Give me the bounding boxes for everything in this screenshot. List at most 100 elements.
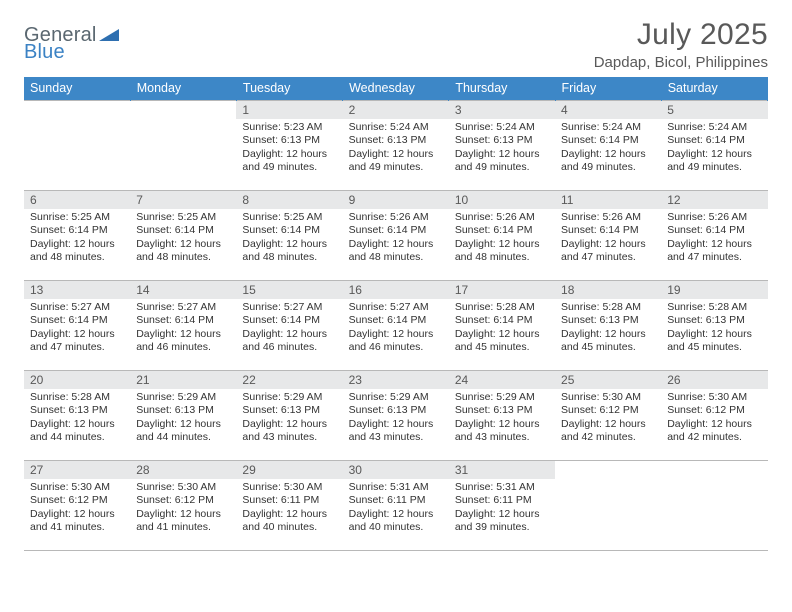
calendar-day-cell: 6Sunrise: 5:25 AMSunset: 6:14 PMDaylight… [24, 191, 130, 281]
day-number: 21 [130, 371, 236, 389]
location-text: Dapdap, Bicol, Philippines [594, 54, 768, 71]
calendar-day-cell: 15Sunrise: 5:27 AMSunset: 6:14 PMDayligh… [236, 281, 342, 371]
day-number: 14 [130, 281, 236, 299]
day-content: Sunrise: 5:25 AMSunset: 6:14 PMDaylight:… [24, 209, 130, 269]
day-number: 6 [24, 191, 130, 209]
calendar-week-row: 27Sunrise: 5:30 AMSunset: 6:12 PMDayligh… [24, 461, 768, 551]
day-content: Sunrise: 5:28 AMSunset: 6:13 PMDaylight:… [555, 299, 661, 359]
day-content: Sunrise: 5:23 AMSunset: 6:13 PMDaylight:… [236, 119, 342, 179]
calendar-day-cell: 11Sunrise: 5:26 AMSunset: 6:14 PMDayligh… [555, 191, 661, 281]
calendar-day-cell: 24Sunrise: 5:29 AMSunset: 6:13 PMDayligh… [449, 371, 555, 461]
day-content: Sunrise: 5:30 AMSunset: 6:12 PMDaylight:… [661, 389, 767, 449]
day-number: 29 [236, 461, 342, 479]
day-number: 4 [555, 101, 661, 119]
calendar-header: SundayMondayTuesdayWednesdayThursdayFrid… [24, 77, 768, 101]
calendar-day-cell: 31Sunrise: 5:31 AMSunset: 6:11 PMDayligh… [449, 461, 555, 551]
day-number: 18 [555, 281, 661, 299]
day-number: 11 [555, 191, 661, 209]
calendar-day-cell: 21Sunrise: 5:29 AMSunset: 6:13 PMDayligh… [130, 371, 236, 461]
calendar-week-row: 20Sunrise: 5:28 AMSunset: 6:13 PMDayligh… [24, 371, 768, 461]
day-number: 17 [449, 281, 555, 299]
day-number: 2 [343, 101, 449, 119]
calendar-day-cell: 29Sunrise: 5:30 AMSunset: 6:11 PMDayligh… [236, 461, 342, 551]
day-content: Sunrise: 5:26 AMSunset: 6:14 PMDaylight:… [343, 209, 449, 269]
calendar-week-row: 1Sunrise: 5:23 AMSunset: 6:13 PMDaylight… [24, 101, 768, 191]
calendar-day-cell: 5Sunrise: 5:24 AMSunset: 6:14 PMDaylight… [661, 101, 767, 191]
day-content: Sunrise: 5:29 AMSunset: 6:13 PMDaylight:… [236, 389, 342, 449]
calendar-day-cell: 22Sunrise: 5:29 AMSunset: 6:13 PMDayligh… [236, 371, 342, 461]
day-number: 9 [343, 191, 449, 209]
calendar-day-cell: 13Sunrise: 5:27 AMSunset: 6:14 PMDayligh… [24, 281, 130, 371]
weekday-header: Sunday [24, 77, 130, 101]
day-content: Sunrise: 5:29 AMSunset: 6:13 PMDaylight:… [130, 389, 236, 449]
calendar-day-cell: 9Sunrise: 5:26 AMSunset: 6:14 PMDaylight… [343, 191, 449, 281]
logo-text-block: General Blue [24, 24, 119, 64]
calendar-body: 1Sunrise: 5:23 AMSunset: 6:13 PMDaylight… [24, 101, 768, 551]
day-number: 23 [343, 371, 449, 389]
day-number: 5 [661, 101, 767, 119]
day-content: Sunrise: 5:24 AMSunset: 6:14 PMDaylight:… [661, 119, 767, 179]
day-number: 27 [24, 461, 130, 479]
calendar-day-cell: 10Sunrise: 5:26 AMSunset: 6:14 PMDayligh… [449, 191, 555, 281]
day-content: Sunrise: 5:24 AMSunset: 6:13 PMDaylight:… [449, 119, 555, 179]
calendar-day-cell: 2Sunrise: 5:24 AMSunset: 6:13 PMDaylight… [343, 101, 449, 191]
day-number: 13 [24, 281, 130, 299]
day-number: 28 [130, 461, 236, 479]
calendar-day-cell: 18Sunrise: 5:28 AMSunset: 6:13 PMDayligh… [555, 281, 661, 371]
calendar-day-cell: 8Sunrise: 5:25 AMSunset: 6:14 PMDaylight… [236, 191, 342, 281]
calendar-day-cell [555, 461, 661, 551]
day-number: 25 [555, 371, 661, 389]
month-title: July 2025 [594, 18, 768, 52]
calendar-day-cell: 26Sunrise: 5:30 AMSunset: 6:12 PMDayligh… [661, 371, 767, 461]
day-content: Sunrise: 5:30 AMSunset: 6:12 PMDaylight:… [130, 479, 236, 539]
day-content: Sunrise: 5:28 AMSunset: 6:14 PMDaylight:… [449, 299, 555, 359]
day-number: 3 [449, 101, 555, 119]
day-number: 1 [236, 101, 342, 119]
weekday-header: Monday [130, 77, 236, 101]
calendar-table: SundayMondayTuesdayWednesdayThursdayFrid… [24, 77, 768, 551]
calendar-week-row: 6Sunrise: 5:25 AMSunset: 6:14 PMDaylight… [24, 191, 768, 281]
day-number: 20 [24, 371, 130, 389]
day-content: Sunrise: 5:30 AMSunset: 6:12 PMDaylight:… [24, 479, 130, 539]
day-content: Sunrise: 5:30 AMSunset: 6:11 PMDaylight:… [236, 479, 342, 539]
weekday-header: Tuesday [236, 77, 342, 101]
calendar-day-cell [24, 101, 130, 191]
day-number: 24 [449, 371, 555, 389]
calendar-day-cell: 27Sunrise: 5:30 AMSunset: 6:12 PMDayligh… [24, 461, 130, 551]
calendar-day-cell: 25Sunrise: 5:30 AMSunset: 6:12 PMDayligh… [555, 371, 661, 461]
day-number: 19 [661, 281, 767, 299]
calendar-day-cell: 4Sunrise: 5:24 AMSunset: 6:14 PMDaylight… [555, 101, 661, 191]
day-content: Sunrise: 5:25 AMSunset: 6:14 PMDaylight:… [130, 209, 236, 269]
day-content: Sunrise: 5:27 AMSunset: 6:14 PMDaylight:… [343, 299, 449, 359]
day-number: 10 [449, 191, 555, 209]
day-number: 31 [449, 461, 555, 479]
day-content: Sunrise: 5:29 AMSunset: 6:13 PMDaylight:… [343, 389, 449, 449]
calendar-day-cell: 3Sunrise: 5:24 AMSunset: 6:13 PMDaylight… [449, 101, 555, 191]
logo: General Blue [24, 18, 119, 64]
weekday-header: Friday [555, 77, 661, 101]
calendar-day-cell: 14Sunrise: 5:27 AMSunset: 6:14 PMDayligh… [130, 281, 236, 371]
day-content: Sunrise: 5:30 AMSunset: 6:12 PMDaylight:… [555, 389, 661, 449]
weekday-header: Wednesday [343, 77, 449, 101]
calendar-week-row: 13Sunrise: 5:27 AMSunset: 6:14 PMDayligh… [24, 281, 768, 371]
title-block: July 2025 Dapdap, Bicol, Philippines [594, 18, 768, 71]
day-content: Sunrise: 5:26 AMSunset: 6:14 PMDaylight:… [449, 209, 555, 269]
day-content: Sunrise: 5:28 AMSunset: 6:13 PMDaylight:… [661, 299, 767, 359]
day-content: Sunrise: 5:31 AMSunset: 6:11 PMDaylight:… [343, 479, 449, 539]
day-content: Sunrise: 5:27 AMSunset: 6:14 PMDaylight:… [24, 299, 130, 359]
day-number: 15 [236, 281, 342, 299]
day-number: 12 [661, 191, 767, 209]
day-content: Sunrise: 5:24 AMSunset: 6:13 PMDaylight:… [343, 119, 449, 179]
logo-word-blue: Blue [24, 41, 65, 63]
weekday-header: Saturday [661, 77, 767, 101]
calendar-day-cell [661, 461, 767, 551]
calendar-day-cell: 7Sunrise: 5:25 AMSunset: 6:14 PMDaylight… [130, 191, 236, 281]
day-content: Sunrise: 5:27 AMSunset: 6:14 PMDaylight:… [130, 299, 236, 359]
day-number: 7 [130, 191, 236, 209]
calendar-day-cell: 28Sunrise: 5:30 AMSunset: 6:12 PMDayligh… [130, 461, 236, 551]
day-number: 30 [343, 461, 449, 479]
day-content: Sunrise: 5:27 AMSunset: 6:14 PMDaylight:… [236, 299, 342, 359]
weekday-header: Thursday [449, 77, 555, 101]
calendar-day-cell [130, 101, 236, 191]
day-content: Sunrise: 5:26 AMSunset: 6:14 PMDaylight:… [555, 209, 661, 269]
